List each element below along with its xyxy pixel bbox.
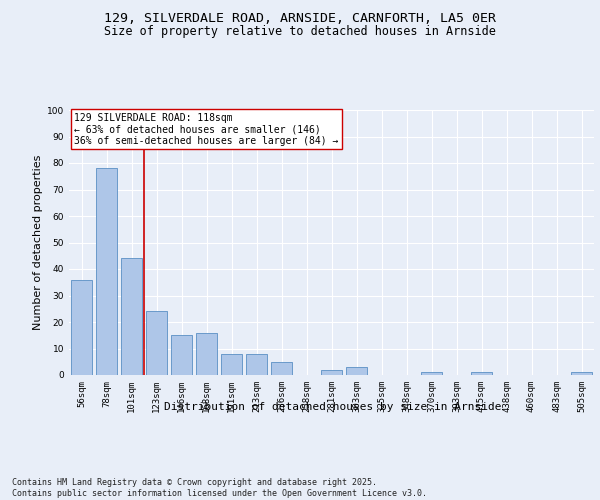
Bar	[346, 367, 367, 375]
Bar	[96, 168, 117, 375]
Bar	[471, 372, 492, 375]
Bar	[196, 332, 217, 375]
Text: Size of property relative to detached houses in Arnside: Size of property relative to detached ho…	[104, 25, 496, 38]
Bar	[246, 354, 267, 375]
Bar	[121, 258, 142, 375]
Bar	[171, 335, 192, 375]
Text: Distribution of detached houses by size in Arnside: Distribution of detached houses by size …	[164, 402, 502, 412]
Text: 129 SILVERDALE ROAD: 118sqm
← 63% of detached houses are smaller (146)
36% of se: 129 SILVERDALE ROAD: 118sqm ← 63% of det…	[74, 112, 338, 146]
Bar	[271, 362, 292, 375]
Bar	[421, 372, 442, 375]
Y-axis label: Number of detached properties: Number of detached properties	[33, 155, 43, 330]
Bar	[321, 370, 342, 375]
Bar	[571, 372, 592, 375]
Text: Contains HM Land Registry data © Crown copyright and database right 2025.
Contai: Contains HM Land Registry data © Crown c…	[12, 478, 427, 498]
Text: 129, SILVERDALE ROAD, ARNSIDE, CARNFORTH, LA5 0ER: 129, SILVERDALE ROAD, ARNSIDE, CARNFORTH…	[104, 12, 496, 26]
Bar	[71, 280, 92, 375]
Bar	[221, 354, 242, 375]
Bar	[146, 312, 167, 375]
